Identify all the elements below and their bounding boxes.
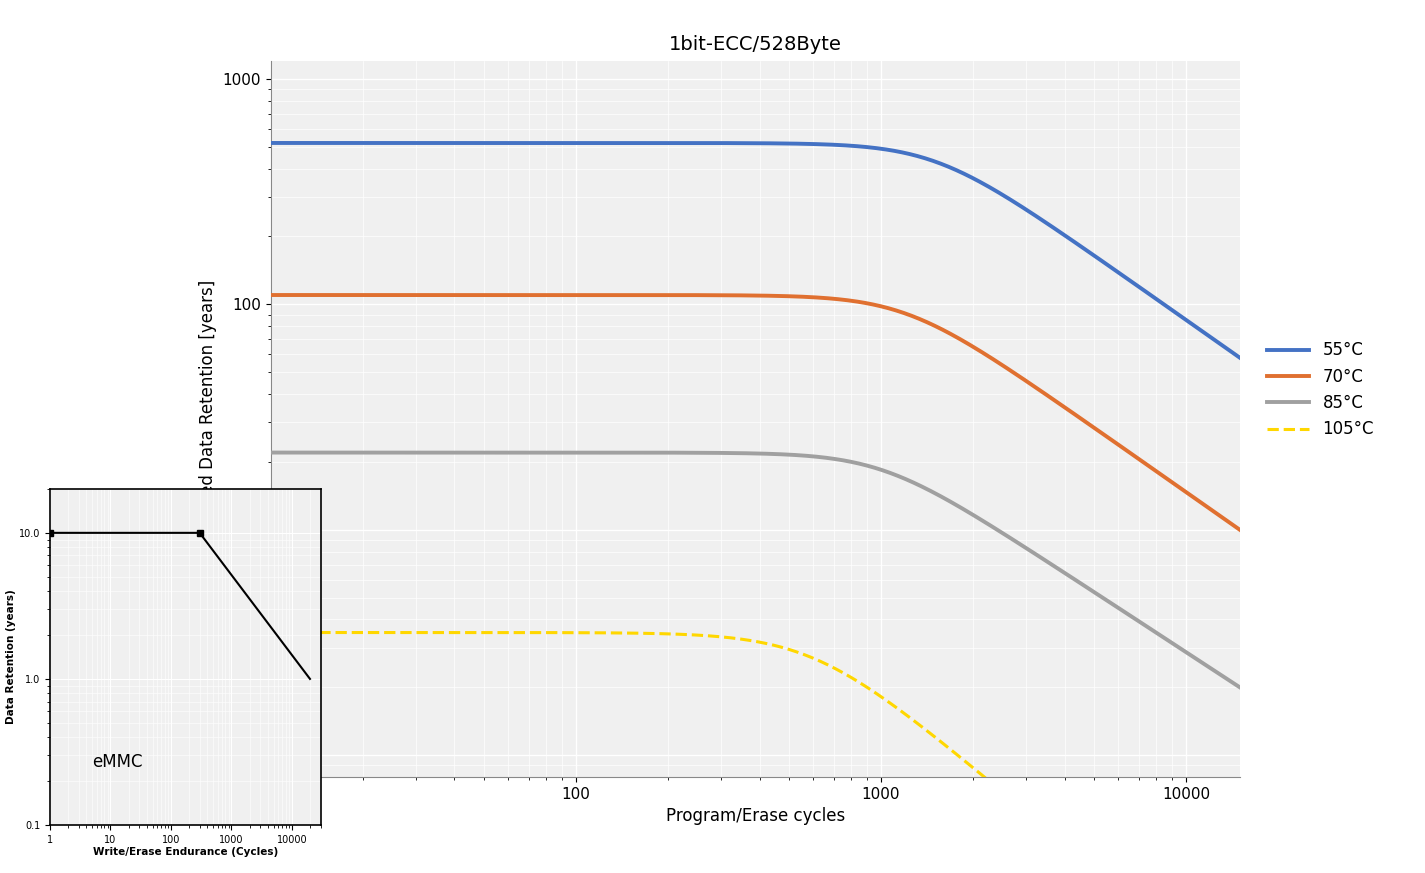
Y-axis label: Estimated Data Retention [years]: Estimated Data Retention [years] [200,280,217,558]
Text: eMMC: eMMC [93,753,142,771]
85°C [722,448,740,458]
Line: 105°C: 105°C [271,633,1240,873]
85°C [1208,667,1225,677]
55°C [722,138,740,148]
55°C [262,138,279,148]
70°C [1231,525,1248,535]
70°C [839,295,856,306]
X-axis label: Write/Erase Endurance (Cycles): Write/Erase Endurance (Cycles) [93,848,278,857]
70°C [728,290,745,300]
X-axis label: Program/Erase cycles: Program/Erase cycles [665,808,845,825]
85°C [839,456,856,466]
55°C [1231,353,1248,363]
Line: 55°C: 55°C [271,143,1240,358]
105°C [722,633,740,643]
55°C [1056,230,1073,241]
Line: 70°C: 70°C [271,295,1240,530]
55°C [839,141,856,151]
85°C [1056,568,1073,579]
85°C [1231,682,1248,692]
70°C [262,290,279,300]
105°C [787,646,804,656]
70°C [1208,508,1225,519]
105°C [1056,839,1073,849]
85°C [262,447,279,457]
105°C [262,628,279,638]
Line: 85°C: 85°C [271,452,1240,687]
105°C [728,633,745,643]
Legend: 55°C, 70°C, 85°C, 105°C: 55°C, 70°C, 85°C, 105°C [1267,341,1374,438]
55°C [1208,336,1225,347]
70°C [787,292,804,302]
Title: 1bit-ECC/528Byte: 1bit-ECC/528Byte [668,35,842,54]
55°C [787,139,804,149]
Y-axis label: Data Retention (years): Data Retention (years) [6,589,16,725]
70°C [1056,402,1073,413]
85°C [787,450,804,460]
105°C [839,670,856,681]
55°C [728,138,745,148]
85°C [728,448,745,458]
70°C [722,290,740,300]
